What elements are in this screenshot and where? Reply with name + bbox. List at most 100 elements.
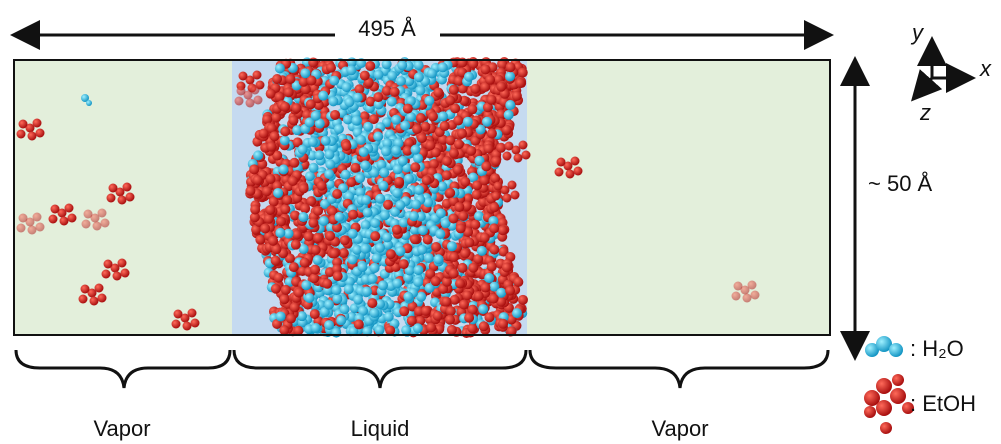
atom xyxy=(421,175,432,186)
atom xyxy=(463,227,474,238)
atom xyxy=(473,254,484,265)
atom xyxy=(473,291,484,302)
water-icon xyxy=(865,336,903,357)
atom xyxy=(59,216,69,226)
atom xyxy=(518,140,528,150)
atom xyxy=(449,294,460,305)
atom xyxy=(276,216,287,227)
atom xyxy=(468,172,479,183)
atom xyxy=(360,243,371,254)
atom xyxy=(300,203,311,214)
ethanol-icon xyxy=(864,374,914,434)
atom xyxy=(346,177,357,188)
atom xyxy=(511,145,521,155)
atom xyxy=(484,312,495,323)
atom xyxy=(448,213,459,224)
atom xyxy=(446,324,457,335)
atom xyxy=(448,268,459,279)
atom xyxy=(273,272,284,283)
atom xyxy=(274,91,285,102)
atom xyxy=(475,124,486,135)
atom xyxy=(437,62,448,73)
atom xyxy=(330,109,341,120)
atom xyxy=(255,234,266,245)
atom xyxy=(329,248,340,259)
atom xyxy=(293,325,304,336)
atom xyxy=(25,123,35,133)
atom xyxy=(440,218,451,229)
atom xyxy=(505,62,516,73)
atom xyxy=(282,195,293,206)
atom xyxy=(468,262,479,273)
atom xyxy=(316,180,327,191)
atom xyxy=(35,128,45,138)
atom xyxy=(382,232,393,243)
atom xyxy=(505,100,516,111)
atom xyxy=(280,284,291,295)
atom xyxy=(382,239,393,250)
atom xyxy=(272,318,283,329)
atom xyxy=(363,121,374,132)
atom xyxy=(439,121,450,132)
atom xyxy=(513,153,523,163)
atom xyxy=(406,111,417,122)
atom xyxy=(350,162,361,173)
atom xyxy=(280,101,291,112)
atom xyxy=(490,173,501,184)
atom xyxy=(273,187,284,198)
atom xyxy=(362,207,373,218)
atom xyxy=(268,235,279,246)
atom xyxy=(468,58,479,69)
atom xyxy=(171,319,181,329)
atom xyxy=(423,197,434,208)
atom xyxy=(474,155,485,166)
atom xyxy=(747,280,757,290)
atom xyxy=(346,311,357,322)
atom xyxy=(108,183,118,193)
atom xyxy=(502,193,512,203)
atom xyxy=(333,124,344,135)
atom xyxy=(415,113,426,124)
atom xyxy=(263,213,274,224)
atom xyxy=(279,135,290,146)
atom xyxy=(365,96,376,107)
atom xyxy=(190,318,200,328)
atom xyxy=(463,71,474,82)
atom xyxy=(352,92,363,103)
atom xyxy=(496,142,507,153)
atom xyxy=(347,254,358,265)
atom xyxy=(517,67,528,78)
atom xyxy=(502,151,512,161)
atom xyxy=(482,116,493,127)
atom xyxy=(300,84,311,95)
atom xyxy=(427,111,438,122)
atom xyxy=(298,183,309,194)
atom xyxy=(413,72,424,83)
atom xyxy=(112,271,122,281)
atom xyxy=(292,229,303,240)
atom xyxy=(64,203,74,213)
atom xyxy=(27,131,37,141)
atom xyxy=(331,285,342,296)
atom xyxy=(480,64,491,75)
atom xyxy=(16,223,26,233)
atom xyxy=(402,145,413,156)
atom xyxy=(413,153,424,164)
atom xyxy=(510,190,520,200)
atom xyxy=(376,159,387,170)
atom xyxy=(18,213,28,223)
atom xyxy=(368,114,379,125)
atom xyxy=(432,310,443,321)
atom xyxy=(458,211,469,222)
atom xyxy=(250,85,260,95)
atom xyxy=(467,104,478,115)
atom xyxy=(249,164,260,175)
atom xyxy=(290,239,301,250)
atom xyxy=(265,88,276,99)
atom xyxy=(441,170,452,181)
atom xyxy=(506,326,517,337)
atom xyxy=(336,315,347,326)
atom xyxy=(463,193,474,204)
atom xyxy=(332,271,343,282)
